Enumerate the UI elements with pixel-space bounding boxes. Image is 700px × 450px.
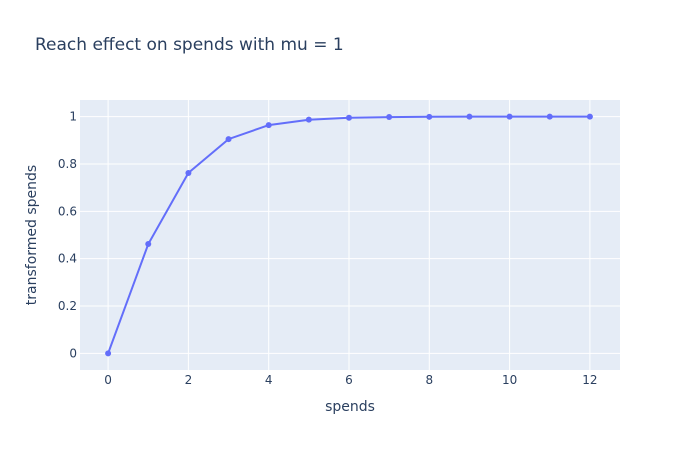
- x-tick-label: 4: [265, 373, 273, 387]
- data-point: [586, 113, 593, 120]
- x-axis-label: spends: [325, 399, 375, 415]
- x-tick-label: 6: [345, 373, 353, 387]
- data-point: [466, 113, 473, 120]
- x-tick-label: 8: [425, 373, 433, 387]
- data-point: [225, 136, 232, 143]
- y-tick-label: 1: [69, 110, 77, 124]
- y-tick-label: 0: [69, 346, 77, 360]
- y-tick-label: 0.2: [58, 299, 77, 313]
- data-point: [145, 241, 152, 247]
- x-tick-label: 2: [185, 373, 193, 387]
- series-markers: [105, 113, 593, 357]
- y-axis-label: transformed spends: [24, 165, 40, 305]
- x-axis-ticks: 0 2 4 6 8 10 12: [104, 373, 597, 387]
- data-point: [185, 169, 192, 176]
- y-tick-label: 0.8: [58, 157, 77, 171]
- y-tick-label: 0.6: [58, 204, 77, 218]
- data-point: [506, 113, 513, 120]
- data-point: [105, 350, 112, 357]
- y-tick-label: 0.4: [58, 252, 77, 266]
- chart-title: Reach effect on spends with mu = 1: [35, 35, 344, 55]
- grid-lines: [80, 100, 620, 370]
- x-tick-label: 10: [502, 373, 517, 387]
- x-tick-label: 12: [582, 373, 597, 387]
- data-point: [305, 116, 312, 123]
- y-axis-ticks: 0 0.2 0.4 0.6 0.8 1: [58, 110, 77, 361]
- data-point: [265, 122, 272, 129]
- plot-area: [80, 100, 620, 370]
- x-tick-label: 0: [104, 373, 112, 387]
- data-point: [546, 113, 553, 120]
- data-point: [386, 114, 393, 121]
- data-point: [345, 114, 352, 121]
- data-point: [426, 113, 433, 120]
